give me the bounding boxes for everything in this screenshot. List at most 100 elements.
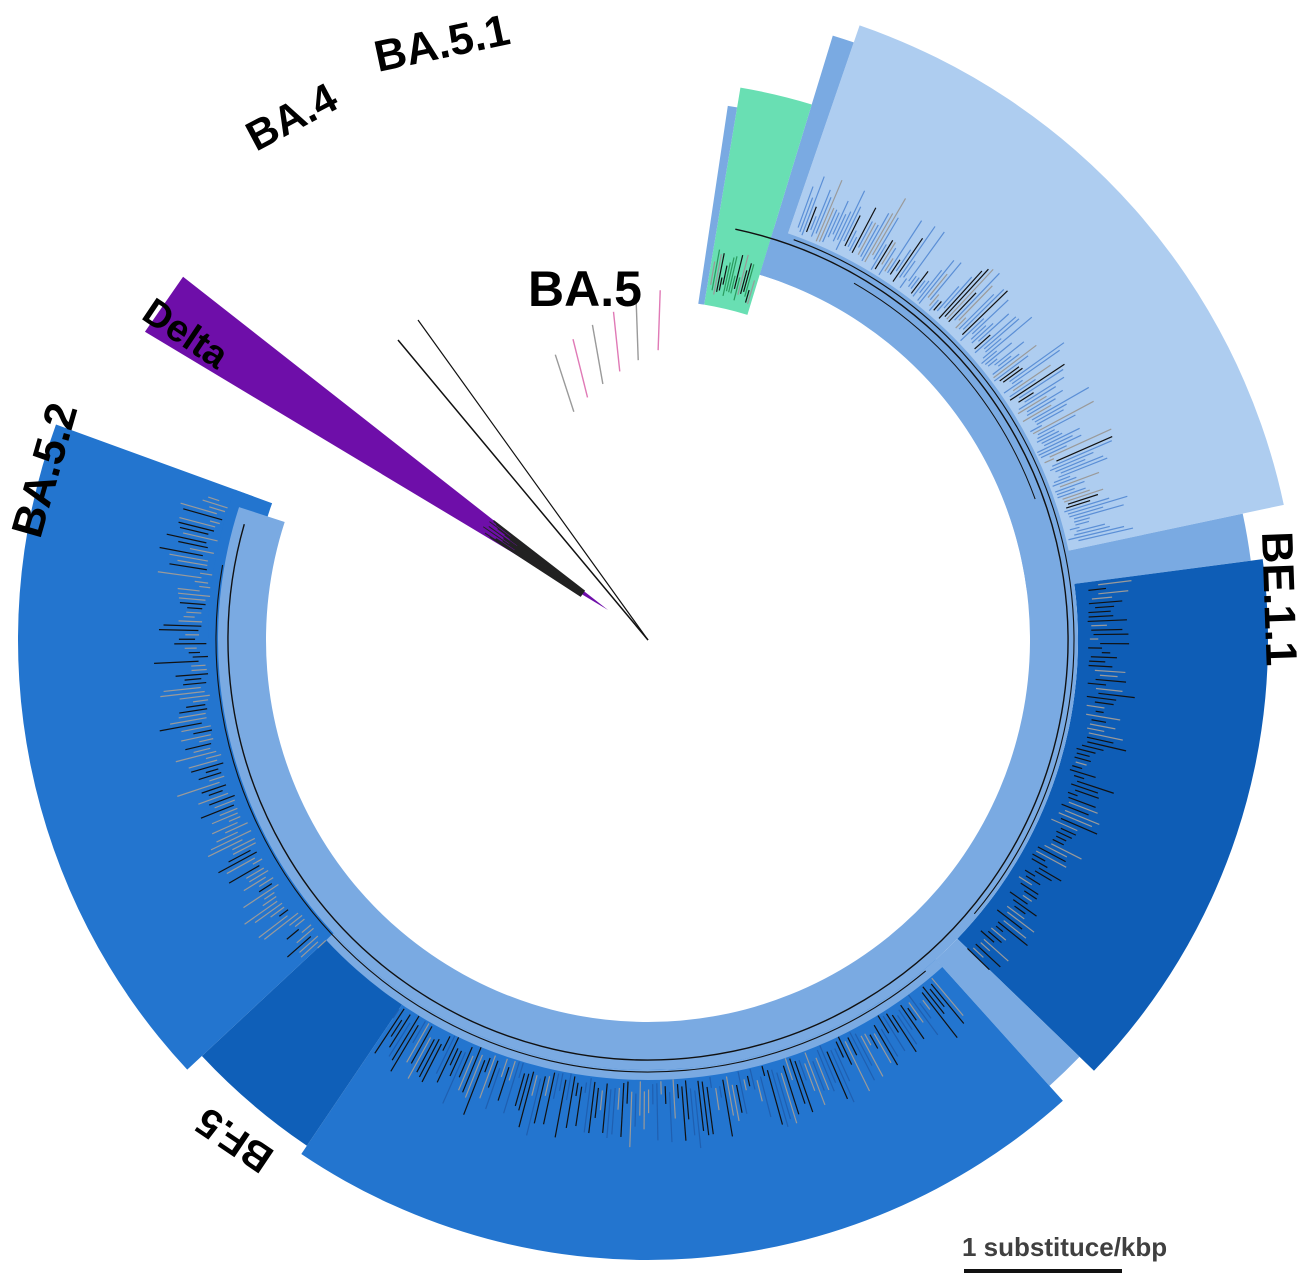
ba5-1-tip <box>899 226 936 278</box>
ba5-2-tip <box>634 1093 637 1127</box>
ba5-1-tip <box>1043 427 1080 447</box>
ba5-2-tip <box>410 1026 433 1064</box>
ba5-2-left-tip <box>205 768 219 774</box>
ba5-edge-strip <box>759 35 854 279</box>
ba5-1-tip <box>815 179 843 242</box>
ba5-2-tip <box>761 1065 766 1077</box>
ba5-2-tip <box>407 1037 432 1079</box>
ba5-2-left-tip <box>286 935 312 958</box>
ba5-1-tip <box>1053 475 1071 484</box>
ba5-1-tip <box>908 231 945 282</box>
be1-1-tip <box>1018 876 1033 886</box>
ba5-2-left-tip <box>243 883 279 909</box>
early-tip <box>612 311 621 372</box>
ba5-2-left-tip <box>157 571 202 579</box>
ba5-2-tip <box>518 1062 524 1079</box>
ba5-1-tip <box>899 278 908 289</box>
ba5-2-left-tip <box>299 935 319 953</box>
be1-1-tip <box>1074 756 1091 763</box>
clade-wedges <box>17 25 1284 1260</box>
scale-bar-label: 1 substituce/kbp <box>962 1232 1167 1262</box>
ba5-2-tip <box>583 1078 592 1133</box>
be1-1-tip <box>1088 610 1111 614</box>
ba5-1-tip <box>1074 525 1110 536</box>
ba5-2-tip <box>880 1028 899 1057</box>
ba5-2-tip <box>770 1069 789 1127</box>
ba5-1-tip <box>1003 379 1023 394</box>
ba5-2-left-tip <box>163 624 202 627</box>
ba5-2-tip <box>794 1060 814 1113</box>
ba5-1-tip <box>974 334 991 350</box>
be1-1-tip <box>1072 765 1083 770</box>
ba5-2-left-tip <box>186 611 202 614</box>
ba5-1-tip <box>892 237 924 282</box>
ba5-2-left-tip <box>192 655 208 658</box>
ba5-2-tip <box>860 1035 884 1077</box>
ba5-2-left-tip <box>199 738 214 743</box>
ba5-2-tip <box>518 1071 535 1128</box>
ba5-2-left-tip <box>199 572 213 576</box>
ba4-tip <box>711 249 721 291</box>
ba5-2-left-tip <box>193 729 213 735</box>
be1-1-tip <box>1088 600 1123 605</box>
ba5-2-tip <box>756 1080 763 1102</box>
be1-1-tip <box>1075 761 1087 766</box>
ba5-2-tip <box>435 1035 456 1074</box>
ba5-2-tip <box>706 1086 714 1135</box>
ba5-2-tip <box>656 1083 659 1141</box>
ba5-2-tip <box>606 1089 612 1139</box>
ba5-2-left-tip <box>209 520 220 525</box>
ba5-2-tip <box>503 1061 520 1114</box>
ba5-1-tip <box>1024 376 1065 403</box>
ba5-2-tip <box>819 1045 837 1083</box>
ba5-1-tip <box>982 316 1033 359</box>
ba5-2-tip <box>854 1033 873 1066</box>
ba5-2-band <box>301 952 1063 1260</box>
ba5-2-left-tip <box>183 615 195 618</box>
ba5-2-left-tip <box>254 902 283 924</box>
ba5-1-tip <box>936 286 960 312</box>
ba5-2-tip <box>542 1072 556 1125</box>
be1-1-tip <box>1024 869 1036 877</box>
ba5-1-tip <box>933 301 942 311</box>
be1-1-tip <box>1035 850 1067 868</box>
ba5-1-tip <box>970 325 987 340</box>
ba5-1-tip <box>983 318 1020 350</box>
ba5-1-tip <box>832 213 847 242</box>
ba5-2-tip <box>458 1046 473 1078</box>
ba5-1-tip <box>1056 436 1113 462</box>
ba5-2-left-tip <box>182 532 218 542</box>
ba5-2-tip <box>709 1077 712 1088</box>
ba5-1-tip <box>860 224 879 258</box>
ba5-1-tip <box>961 290 1008 336</box>
ba5-1-tip <box>1041 432 1063 444</box>
ba5-1-tip <box>805 206 817 233</box>
be1-1-tip <box>1098 692 1135 699</box>
ba5-1-tip <box>878 247 897 276</box>
ba5-2-tip <box>484 1057 491 1073</box>
bf5-band <box>201 926 414 1146</box>
ba5-1-tip <box>1026 398 1056 417</box>
ba5-1-tip <box>954 272 1000 321</box>
ba5-2-tip <box>882 1015 906 1052</box>
be1-1-tip <box>1006 911 1035 933</box>
ba5-2-tip <box>922 999 931 1010</box>
ba5-1-tip <box>944 268 989 318</box>
ba5-2-left-tip <box>244 900 278 925</box>
ba5-1-tip <box>1052 440 1113 467</box>
be1-1-tip <box>1088 615 1114 618</box>
ba5-2-tip <box>485 1067 501 1110</box>
ba5-1-tip <box>1034 403 1067 423</box>
ba5-2-left-tip <box>232 842 256 855</box>
clade-label-ba5-1: BA.5.1 <box>370 5 514 81</box>
ba5-1-tip <box>1074 517 1090 523</box>
ba5-1-tip <box>958 285 993 321</box>
ba5-2-left-tip <box>252 858 263 865</box>
ba5-2-left-tip <box>175 750 217 763</box>
ba5-2-left-tip <box>200 804 235 819</box>
ba5-2-tip <box>684 1080 690 1120</box>
ba4-tip <box>733 277 741 301</box>
ba5-2-left-tip <box>192 699 209 703</box>
ba5-2-tip <box>921 992 958 1039</box>
